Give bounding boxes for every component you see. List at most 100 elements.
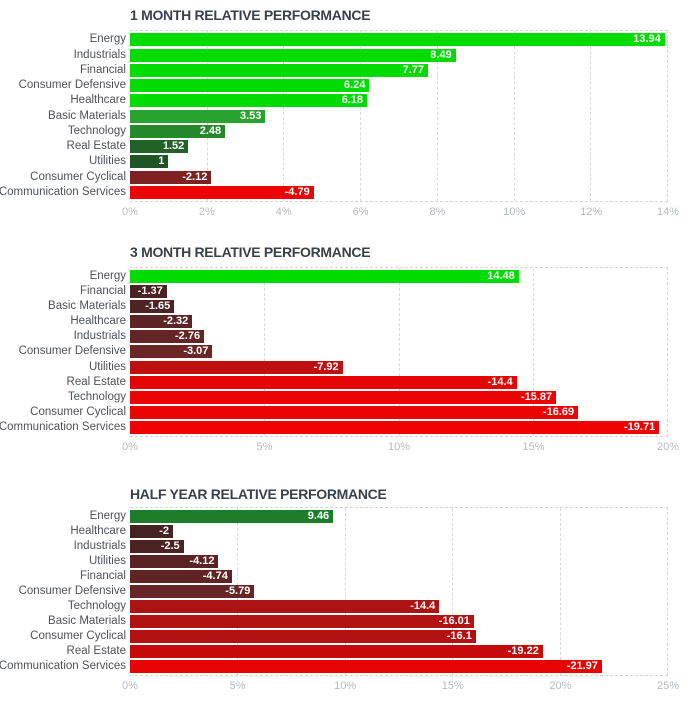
- category-label: Consumer Defensive: [18, 79, 126, 91]
- bar: -2.5: [130, 540, 184, 553]
- bar: 9.46: [130, 510, 334, 523]
- bar: -16.69: [130, 405, 579, 419]
- chart-1-month-relative-performance: 1 MONTH RELATIVE PERFORMANCE Energy 13.94…: [0, 0, 689, 235]
- bar: -4.74: [130, 570, 232, 583]
- category-label: Basic Materials: [48, 615, 126, 627]
- category-label: Financial: [79, 570, 126, 582]
- bar-value-label: -14.4: [487, 375, 513, 388]
- chart-half-year-relative-performance: HALF YEAR RELATIVE PERFORMANCE Energy 9.4…: [0, 470, 689, 704]
- bar: -5.79: [130, 585, 255, 598]
- bar: 3.53: [130, 109, 266, 123]
- category-label: Real Estate: [66, 645, 126, 657]
- bar-row: Healthcare -2.32: [70, 315, 667, 329]
- gridline: [532, 268, 534, 436]
- chart-3-month-relative-performance: 3 MONTH RELATIVE PERFORMANCE Energy 14.48…: [0, 235, 689, 470]
- bar-row: Industrials 8.49: [74, 48, 667, 62]
- bar-value-label: -19.71: [624, 420, 656, 433]
- x-axis-ticks: 0% 2% 4% 6% 8% 10% 12% 14%: [122, 206, 679, 220]
- gridline: [452, 508, 454, 675]
- bar-row: Communication Services -21.97: [0, 660, 667, 673]
- category-label: Utilities: [88, 155, 126, 168]
- bar: -19.22: [130, 645, 543, 658]
- bar-value-label: -2.12: [182, 170, 208, 183]
- x-tick-label: 5%: [256, 441, 273, 453]
- bar-value-label: 7.77: [402, 63, 425, 76]
- gridline: [590, 31, 592, 201]
- x-tick-label: 5%: [229, 680, 246, 692]
- bar-value-label: -1.37: [137, 285, 163, 298]
- x-tick-label: 8%: [429, 206, 446, 218]
- bar-row: Technology -14.4: [68, 600, 667, 613]
- category-label: Basic Materials: [48, 300, 126, 313]
- gridline: [264, 268, 266, 436]
- bar-value-label: 3.53: [239, 109, 262, 122]
- bar: -4.12: [130, 555, 219, 568]
- bar-row: Utilities 1: [89, 155, 667, 169]
- bar: -16.01: [130, 615, 474, 628]
- bar: 13.94: [130, 33, 665, 47]
- x-tick-label: 10%: [334, 680, 357, 692]
- bar-value-label: -16.01: [438, 615, 470, 627]
- bar-value-label: 13.94: [633, 33, 661, 46]
- bar-row: Communication Services -4.79: [0, 185, 667, 199]
- bar-row: Consumer Cyclical -16.69: [30, 405, 667, 419]
- bar-row: Real Estate -19.22: [67, 645, 667, 658]
- bar: -2: [130, 525, 173, 538]
- bar: 7.77: [130, 63, 429, 77]
- bar-value-label: 8.49: [430, 48, 452, 61]
- bar-row: Industrials -2.76: [74, 330, 667, 344]
- bar-value-label: -2.5: [160, 540, 180, 552]
- chart-title: 1 MONTH RELATIVE PERFORMANCE: [130, 7, 371, 23]
- category-label: Communication Services: [0, 185, 126, 198]
- x-tick-label: 14%: [656, 206, 680, 218]
- gridline: [283, 31, 285, 201]
- bar: -2.12: [130, 170, 212, 184]
- bar-value-label: -14.4: [410, 600, 436, 612]
- x-tick-label: 4%: [275, 206, 292, 218]
- bar-rows: Energy 9.46 Healthcare -2 Industrials -2.5 Uti…: [0, 508, 667, 675]
- bar-row: Basic Materials -1.65: [48, 300, 667, 314]
- category-label: Healthcare: [70, 315, 126, 328]
- bar-value-label: -2.32: [163, 315, 189, 328]
- plot-area: Energy 9.46 Healthcare -2 Industrials -2.5 Uti…: [0, 507, 668, 676]
- gridline: [559, 508, 561, 675]
- bar-value-label: -16.1: [446, 630, 472, 642]
- bar: -2.32: [130, 315, 193, 329]
- gridline: [360, 31, 362, 201]
- category-label: Basic Materials: [48, 109, 126, 122]
- gridline: [436, 31, 438, 201]
- bar: -14.4: [130, 600, 440, 613]
- category-label: Healthcare: [70, 94, 126, 107]
- x-tick-label: 15%: [441, 680, 464, 692]
- x-tick-label: 12%: [580, 206, 603, 218]
- bar-value-label: -5.79: [225, 585, 251, 597]
- bar-value-label: -4.79: [284, 185, 310, 198]
- bar-value-label: -4.74: [202, 570, 228, 582]
- bar: -15.87: [130, 390, 557, 404]
- category-label: Energy: [89, 510, 126, 522]
- gridline: [513, 31, 515, 201]
- category-label: Utilities: [88, 360, 126, 373]
- bar-row: Real Estate -14.4: [67, 375, 667, 389]
- x-tick-label: 2%: [198, 206, 215, 218]
- category-label: Real Estate: [66, 140, 126, 152]
- bar-row: Financial -1.37: [80, 285, 667, 299]
- bar-rows: Energy 13.94 Industrials 8.49 Financial 7.77 C…: [0, 31, 667, 201]
- bar-value-label: 6.18: [341, 94, 364, 107]
- bar-value-label: -1.65: [145, 300, 171, 313]
- bar-row: Energy 13.94: [90, 33, 667, 47]
- bar-row: Basic Materials -16.01: [48, 615, 667, 628]
- bar-row: Healthcare -2: [70, 525, 667, 538]
- bar-row: Healthcare 6.18: [70, 94, 667, 108]
- bar-value-label: 2.48: [199, 124, 222, 137]
- category-label: Communication Services: [0, 660, 126, 672]
- x-tick-label: 20%: [549, 680, 572, 692]
- bar: -3.07: [130, 345, 213, 359]
- bar-row: Technology -15.87: [68, 390, 667, 404]
- category-label: Consumer Defensive: [18, 345, 126, 358]
- bar-row: Financial 7.77: [80, 63, 667, 77]
- category-label: Consumer Cyclical: [30, 630, 126, 642]
- bar: -1.37: [130, 285, 167, 299]
- x-tick-label: 6%: [352, 206, 369, 218]
- bar: 6.24: [130, 79, 370, 92]
